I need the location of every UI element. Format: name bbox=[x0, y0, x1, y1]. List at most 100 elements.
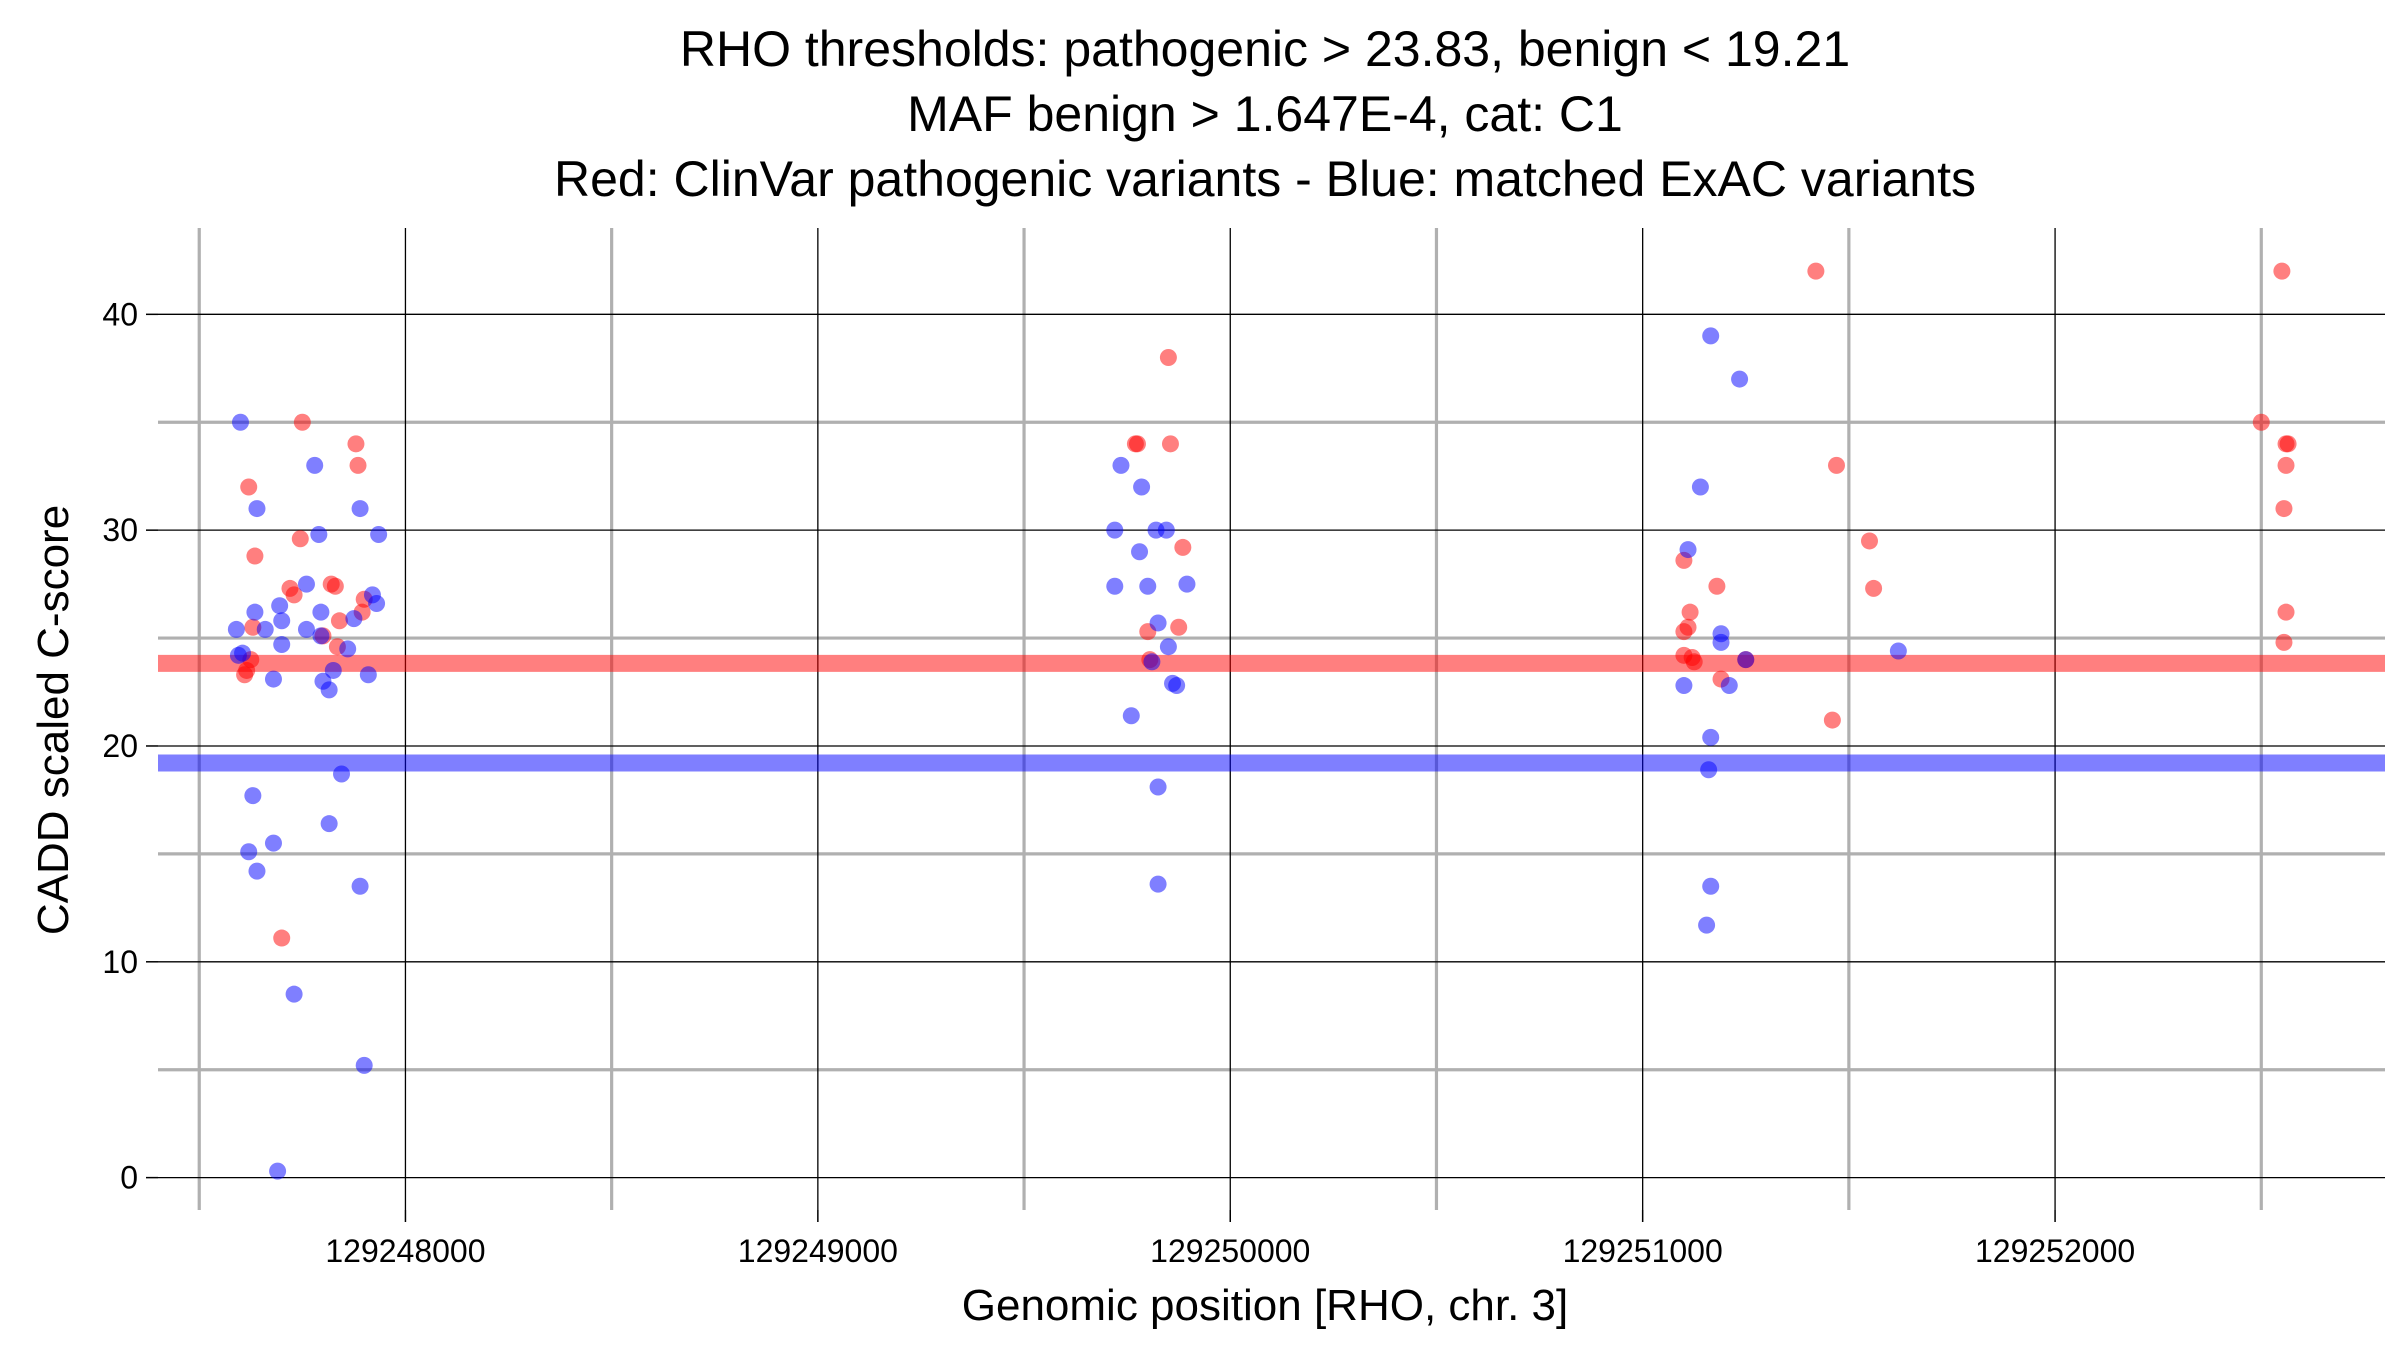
exac-point bbox=[320, 681, 338, 699]
exac-point bbox=[271, 597, 289, 615]
x-tick-label: 129249000 bbox=[738, 1233, 898, 1269]
exac-point bbox=[273, 612, 291, 630]
exac-point bbox=[285, 985, 303, 1003]
pathogenic-point bbox=[291, 530, 309, 548]
exac-point bbox=[1168, 677, 1186, 695]
exac-point bbox=[1149, 875, 1167, 893]
x-tick-label: 129251000 bbox=[1563, 1233, 1723, 1269]
axis-layer: 129248000 129249000 129250000 129251000 1292… bbox=[102, 296, 2135, 1269]
exac-point bbox=[1737, 651, 1755, 669]
pathogenic-point bbox=[1860, 532, 1878, 550]
pathogenic-point bbox=[285, 586, 303, 604]
exac-point bbox=[227, 620, 245, 638]
exac-point bbox=[264, 670, 282, 688]
pathogenic-point bbox=[1807, 262, 1825, 280]
exac-point bbox=[1159, 638, 1177, 656]
exac-point bbox=[1700, 761, 1718, 779]
pathogenic-point bbox=[2277, 456, 2295, 474]
exac-point bbox=[256, 620, 274, 638]
exac-point bbox=[324, 661, 342, 679]
exac-point bbox=[320, 815, 338, 833]
exac-point bbox=[234, 644, 252, 662]
pathogenic-point bbox=[2273, 262, 2291, 280]
exac-point bbox=[1702, 728, 1720, 746]
y-tick-label: 40 bbox=[102, 296, 138, 332]
exac-point bbox=[333, 765, 351, 783]
exac-point bbox=[1149, 614, 1167, 632]
pathogenic-point bbox=[1174, 538, 1192, 556]
exac-point bbox=[345, 610, 363, 628]
exac-point bbox=[264, 834, 282, 852]
exac-point bbox=[370, 525, 388, 543]
title-line-3: Red: ClinVar pathogenic variants - Blue:… bbox=[554, 151, 1976, 207]
x-axis-title: Genomic position [RHO, chr. 3] bbox=[962, 1281, 1568, 1330]
exac-point bbox=[1720, 677, 1738, 695]
pathogenic-point bbox=[246, 547, 264, 565]
y-tick-label: 10 bbox=[102, 944, 138, 980]
x-tick-label: 129250000 bbox=[1150, 1233, 1310, 1269]
exac-point bbox=[1675, 677, 1693, 695]
exac-point bbox=[297, 575, 315, 593]
threshold-layer bbox=[158, 654, 2385, 772]
exac-point bbox=[1131, 543, 1149, 561]
exac-point bbox=[310, 525, 328, 543]
pathogenic-point bbox=[2279, 435, 2297, 453]
exac-point bbox=[273, 636, 291, 654]
exac-point bbox=[248, 862, 266, 880]
exac-point bbox=[368, 595, 386, 613]
exac-point bbox=[1106, 521, 1124, 539]
x-tick-label: 129248000 bbox=[325, 1233, 485, 1269]
exac-point bbox=[231, 413, 249, 431]
title-line-1: RHO thresholds: pathogenic > 23.83, beni… bbox=[680, 21, 1850, 77]
y-tick-label: 20 bbox=[102, 728, 138, 764]
exac-point bbox=[246, 603, 264, 621]
exac-point bbox=[1702, 327, 1720, 345]
pathogenic-point bbox=[2252, 413, 2270, 431]
pathogenic-point bbox=[1161, 435, 1179, 453]
pathogenic-point bbox=[349, 456, 367, 474]
exac-point bbox=[1149, 778, 1167, 796]
pathogenic-point bbox=[1823, 711, 1841, 729]
exac-point bbox=[1112, 456, 1130, 474]
pathogenic-point bbox=[326, 577, 344, 595]
exac-point bbox=[1731, 370, 1749, 388]
exac-point bbox=[1122, 707, 1140, 725]
pathogenic-point bbox=[1170, 618, 1188, 636]
exac-point bbox=[240, 843, 258, 861]
y-tick-label: 30 bbox=[102, 512, 138, 548]
exac-point bbox=[339, 640, 357, 658]
pathogenic-point bbox=[347, 435, 365, 453]
exac-matched-series bbox=[227, 327, 1907, 1180]
exac-point bbox=[359, 666, 377, 684]
pathogenic-point bbox=[236, 666, 254, 684]
exac-point bbox=[1702, 877, 1720, 895]
pathogenic-point bbox=[330, 612, 348, 630]
pathogenic-point bbox=[273, 929, 291, 947]
exac-point bbox=[297, 620, 315, 638]
pathogenic-point bbox=[1128, 435, 1146, 453]
chart-title: RHO thresholds: pathogenic > 23.83, beni… bbox=[554, 21, 1976, 207]
exac-point bbox=[351, 877, 369, 895]
pathogenic-point bbox=[1159, 348, 1177, 366]
exac-point bbox=[269, 1162, 287, 1180]
exac-point bbox=[351, 500, 369, 518]
pathogenic-point bbox=[2275, 500, 2293, 518]
exac-point bbox=[1157, 521, 1175, 539]
exac-point bbox=[1679, 541, 1697, 559]
exac-point bbox=[1143, 653, 1161, 671]
exac-point bbox=[355, 1056, 373, 1074]
pathogenic-point bbox=[2275, 633, 2293, 651]
exac-point bbox=[1889, 642, 1907, 660]
exac-point bbox=[248, 500, 266, 518]
grid-layer bbox=[158, 228, 2385, 1210]
exac-point bbox=[1139, 577, 1157, 595]
points-layer bbox=[227, 262, 2297, 1180]
pathogenic-point bbox=[1827, 456, 1845, 474]
exac-point bbox=[1712, 633, 1730, 651]
exac-point bbox=[312, 603, 330, 621]
exac-point bbox=[244, 787, 262, 805]
exac-point bbox=[1698, 916, 1716, 934]
pathogenic-point bbox=[1679, 618, 1697, 636]
